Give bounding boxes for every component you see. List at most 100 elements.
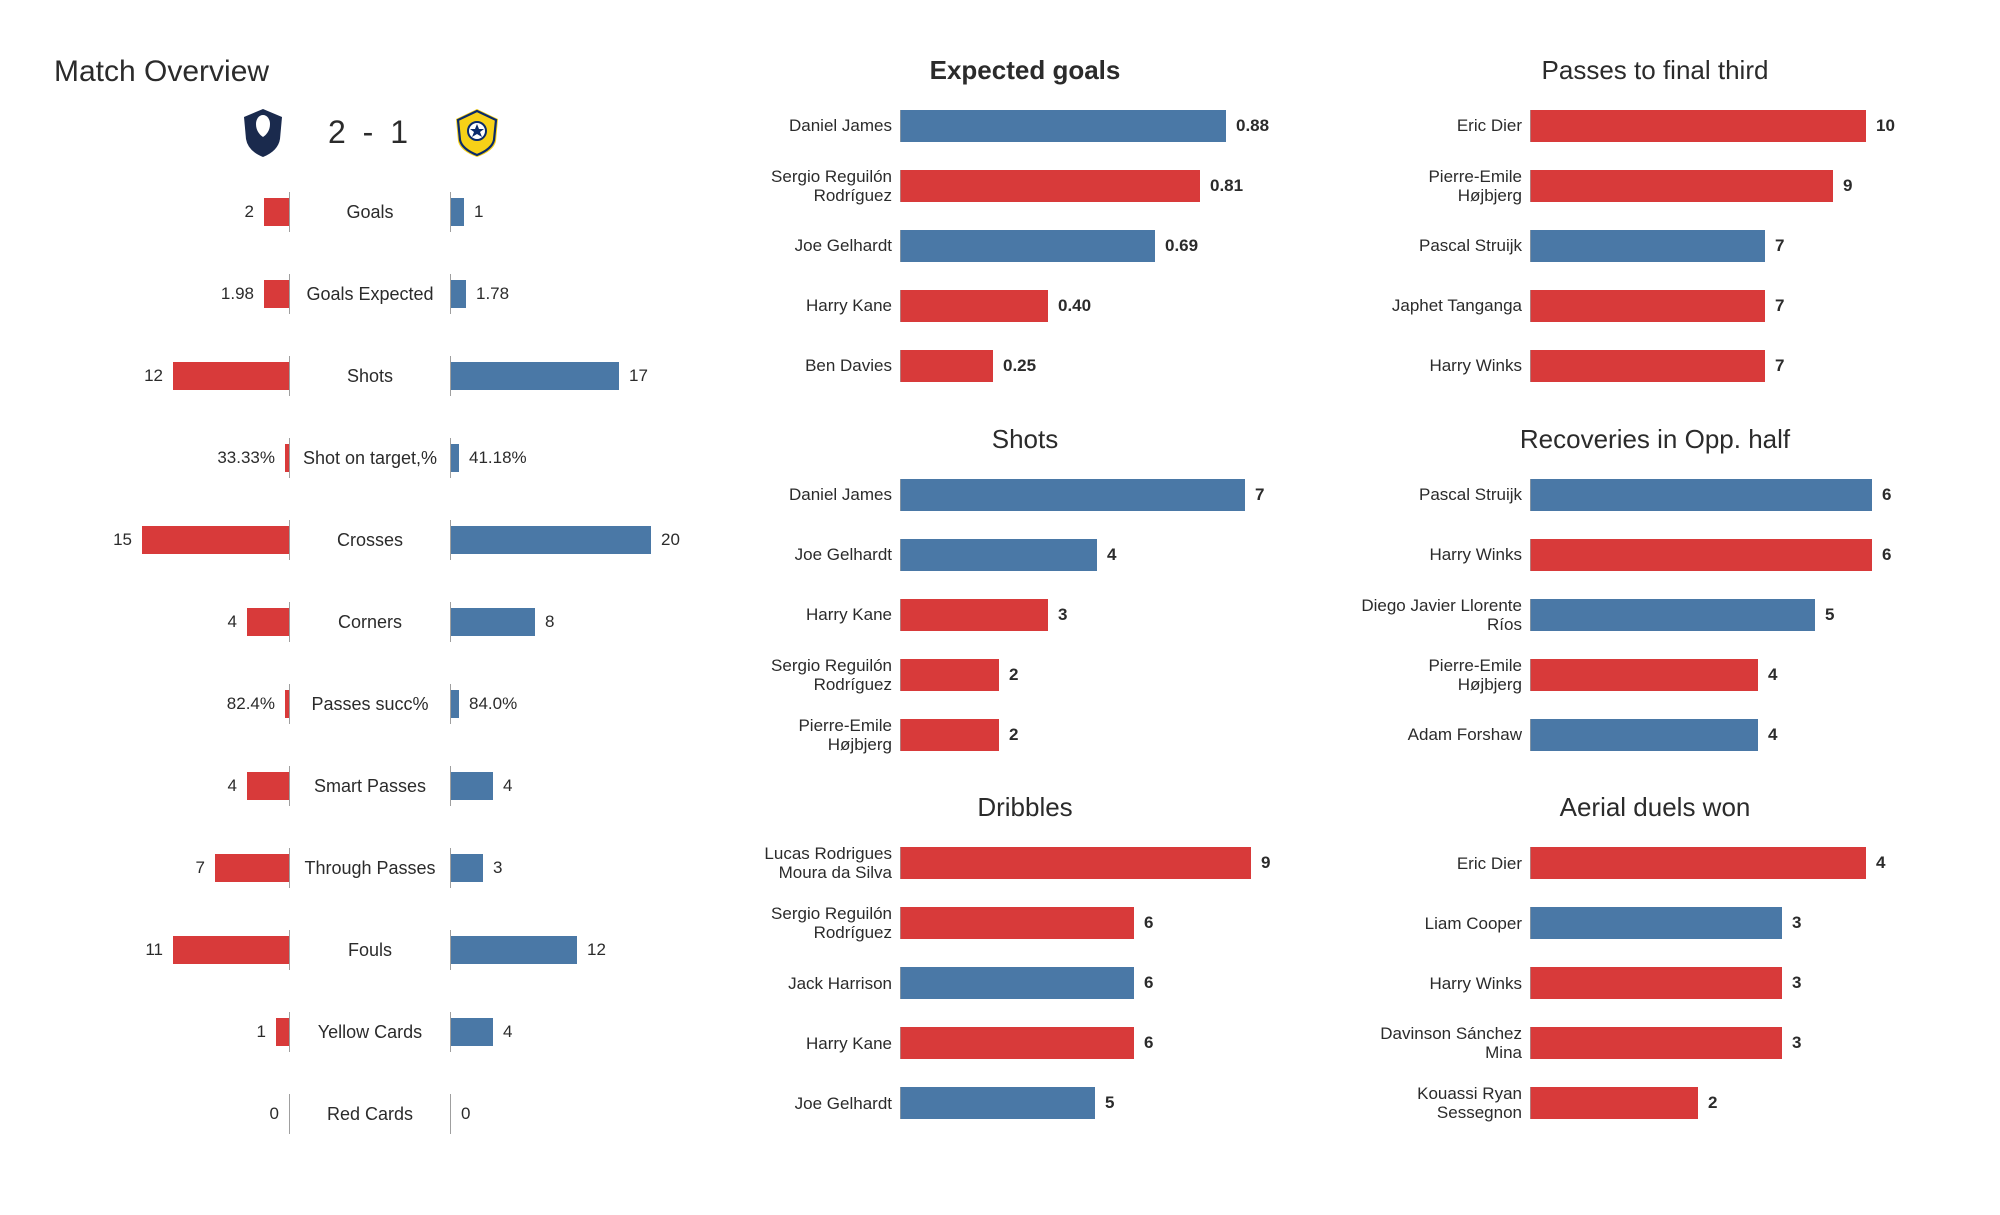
overview-row: 4Smart Passes4	[50, 745, 690, 827]
axis-line	[1530, 479, 1531, 511]
axis-line	[1530, 290, 1531, 322]
overview-home-value: 1	[257, 1022, 266, 1042]
player-name: Joe Gelhardt	[730, 545, 900, 564]
overview-stat-label: Fouls	[290, 940, 450, 961]
player-name: Daniel James	[730, 485, 900, 504]
bar-container: 7	[1530, 290, 1950, 322]
overview-home-value: 11	[145, 940, 163, 960]
bar-container: 3	[1530, 967, 1950, 999]
mini-chart-row: Davinson Sánchez Mina3	[1360, 1013, 1950, 1073]
axis-line	[1530, 599, 1531, 631]
mini-chart-row: Liam Cooper3	[1360, 893, 1950, 953]
overview-home-value: 1.98	[221, 284, 254, 304]
mini-chart-row: Sergio Reguilón Rodríguez2	[730, 645, 1320, 705]
overview-stat-label: Goals Expected	[290, 284, 450, 305]
overview-away-value: 3	[493, 858, 502, 878]
overview-row: 2Goals1	[50, 171, 690, 253]
overview-stat-label: Shots	[290, 366, 450, 387]
mini-chart-row: Pascal Struijk 7	[1360, 216, 1950, 276]
player-name: Japhet Tanganga	[1360, 296, 1530, 315]
player-name: Sergio Reguilón Rodríguez	[730, 904, 900, 942]
axis-line	[900, 1027, 901, 1059]
player-bar	[900, 350, 993, 382]
overview-away-value: 12	[587, 940, 606, 960]
overview-stat-label: Goals	[290, 202, 450, 223]
player-value: 4	[1768, 665, 1777, 685]
overview-away-bar	[451, 772, 493, 800]
player-name: Harry Winks	[1360, 356, 1530, 375]
player-value: 3	[1792, 973, 1801, 993]
player-value: 7	[1775, 236, 1784, 256]
overview-home-bar	[173, 362, 289, 390]
player-bar	[900, 170, 1200, 202]
axis-line	[1530, 110, 1531, 142]
player-name: Joe Gelhardt	[730, 236, 900, 255]
player-bar	[900, 659, 999, 691]
bar-container: 9	[900, 847, 1320, 879]
bar-container: 3	[1530, 907, 1950, 939]
overview-away-value: 1	[474, 202, 483, 222]
axis-line	[900, 539, 901, 571]
overview-home-value: 82.4%	[227, 694, 275, 714]
page-root: Match Overview 2 - 1 2Goals11.98Goals Ex…	[0, 0, 2000, 1215]
player-name: Sergio Reguilón Rodríguez	[730, 167, 900, 205]
mini-chart: Expected goalsDaniel James0.88Sergio Reg…	[730, 55, 1320, 418]
bar-container: 0.69	[900, 230, 1320, 262]
player-bar	[1530, 110, 1866, 142]
player-value: 7	[1775, 356, 1784, 376]
player-bar	[900, 110, 1226, 142]
axis-line	[1530, 847, 1531, 879]
axis-line	[1530, 907, 1531, 939]
player-value: 3	[1058, 605, 1067, 625]
mini-chart-row: Eric Dier4	[1360, 833, 1950, 893]
player-value: 4	[1107, 545, 1116, 565]
overview-away-bar	[451, 280, 466, 308]
player-name: Ben Davies	[730, 356, 900, 375]
match-overview-title: Match Overview	[54, 55, 690, 89]
axis-line	[1530, 1087, 1531, 1119]
axis-line	[900, 847, 901, 879]
player-name: Eric Dier	[1360, 116, 1530, 135]
mini-chart-row: Daniel James0.88	[730, 96, 1320, 156]
player-bar	[1530, 539, 1872, 571]
overview-away-bar	[451, 936, 577, 964]
overview-row: 82.4%Passes succ%84.0%	[50, 663, 690, 745]
player-bar	[1530, 1087, 1698, 1119]
axis-line	[900, 170, 901, 202]
bar-container: 5	[1530, 599, 1950, 631]
bar-container: 4	[1530, 719, 1950, 751]
player-name: Pascal Struijk	[1360, 236, 1530, 255]
player-bar	[1530, 479, 1872, 511]
player-bar	[1530, 907, 1782, 939]
overview-away-bar	[451, 444, 459, 472]
bar-container: 9	[1530, 170, 1950, 202]
mini-chart: DribblesLucas Rodrigues Moura da Silva9S…	[730, 792, 1320, 1155]
player-name: Diego Javier Llorente Ríos	[1360, 596, 1530, 634]
player-value: 0.69	[1165, 236, 1198, 256]
player-bar	[1530, 350, 1765, 382]
player-bar	[900, 967, 1134, 999]
player-name: Pierre-Emile Højbjerg	[730, 716, 900, 754]
axis-tick	[450, 1094, 451, 1134]
player-bar	[1530, 599, 1815, 631]
mini-chart-row: Diego Javier Llorente Ríos5	[1360, 585, 1950, 645]
bar-container: 6	[1530, 539, 1950, 571]
mini-chart-row: Harry Winks 3	[1360, 953, 1950, 1013]
overview-away-value: 20	[661, 530, 680, 550]
player-name: Harry Winks	[1360, 974, 1530, 993]
bar-container: 4	[900, 539, 1320, 571]
bar-container: 0.25	[900, 350, 1320, 382]
mini-chart-row: Sergio Reguilón Rodríguez0.81	[730, 156, 1320, 216]
axis-line	[1530, 1027, 1531, 1059]
overview-row: 15Crosses20	[50, 499, 690, 581]
player-bar	[900, 479, 1245, 511]
overview-away-bar	[451, 198, 464, 226]
overview-stat-label: Corners	[290, 612, 450, 633]
mini-chart-row: Eric Dier10	[1360, 96, 1950, 156]
overview-rows: 2Goals11.98Goals Expected1.7812Shots1733…	[50, 171, 690, 1155]
overview-home-value: 0	[270, 1104, 279, 1124]
overview-away-value: 8	[545, 612, 554, 632]
bar-container: 4	[1530, 847, 1950, 879]
mini-chart-row: Joe Gelhardt 0.69	[730, 216, 1320, 276]
overview-stat-label: Red Cards	[290, 1104, 450, 1125]
